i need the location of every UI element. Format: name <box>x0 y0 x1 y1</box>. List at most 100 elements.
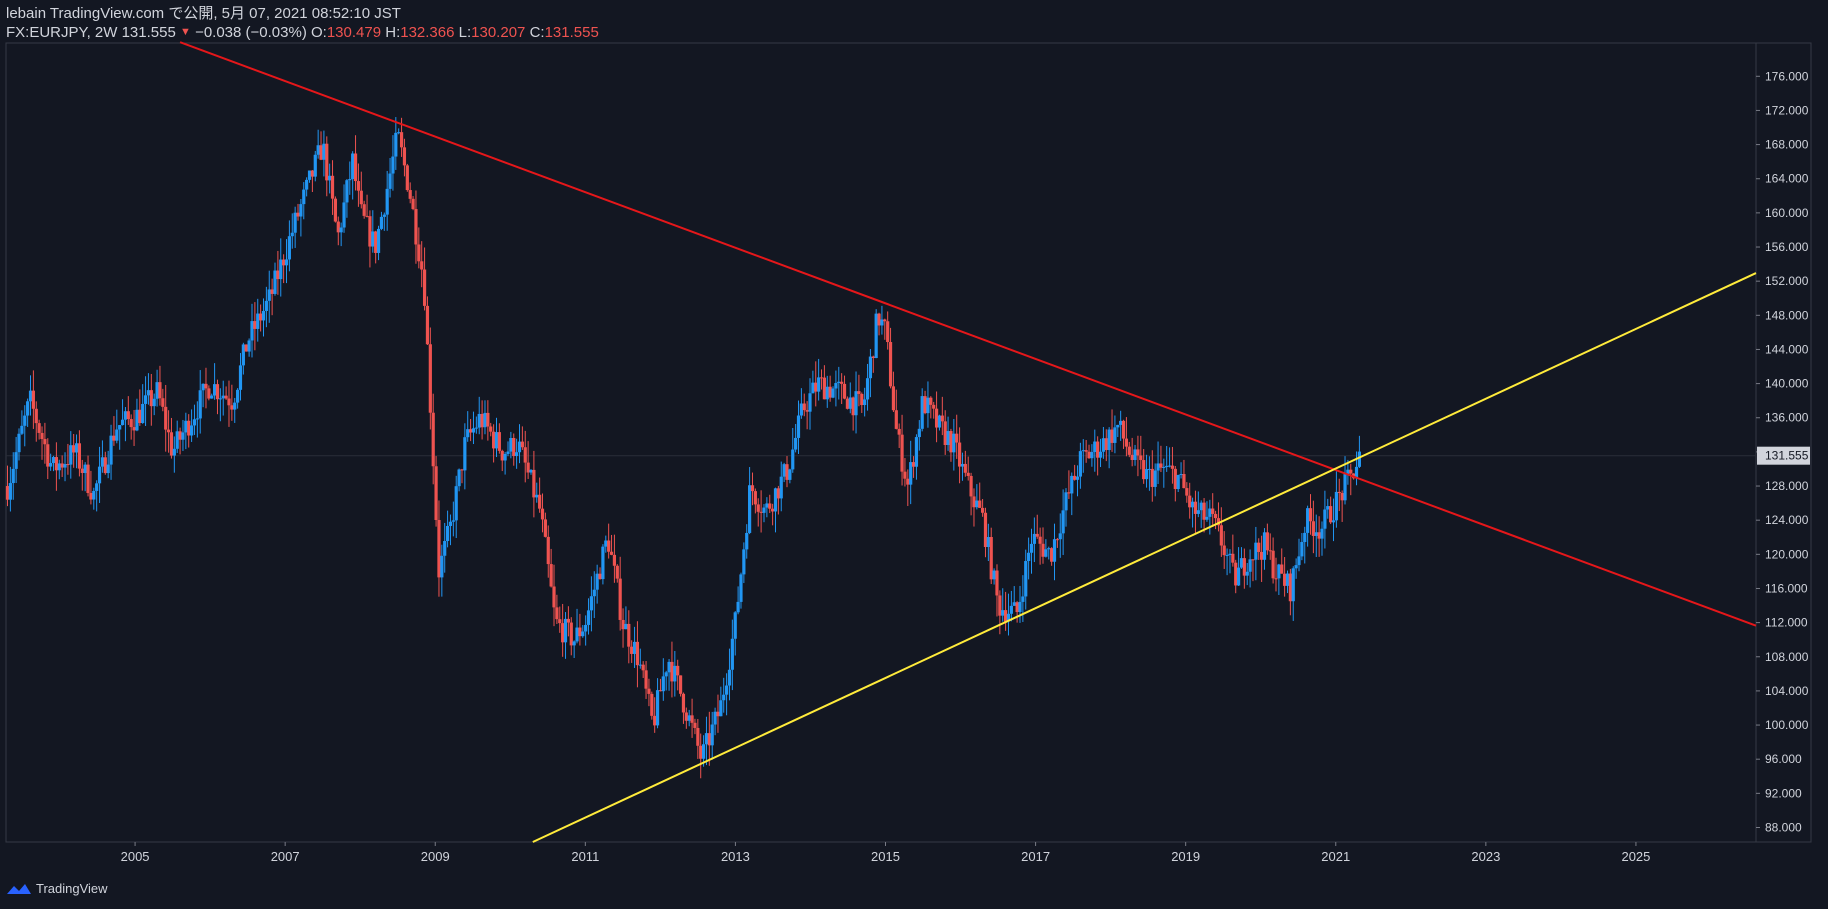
symbol-name[interactable]: FX:EURJPY, 2W <box>6 24 118 41</box>
candle-body <box>934 408 939 428</box>
candle-body <box>607 540 611 552</box>
price-tick-label: 120.000 <box>1765 547 1809 561</box>
candle-body <box>586 610 591 625</box>
price-axis[interactable]: 176.000 172.000 168.000 164.000 160.000 156.0… <box>1756 69 1810 834</box>
candle-body <box>1231 553 1235 563</box>
candle-body <box>871 356 875 359</box>
trendlines[interactable] <box>179 41 1757 843</box>
candle-body <box>1285 573 1290 586</box>
candle-body <box>699 745 703 759</box>
candle-body <box>1004 610 1008 622</box>
candle-body <box>673 665 677 682</box>
time-axis[interactable]: 2005 2007 2009 2011 2013 2015 2017 2019 2021 2023… <box>121 842 1651 864</box>
candle-body <box>115 429 119 441</box>
candle-body <box>842 383 847 399</box>
candle-body <box>955 433 959 443</box>
candle-body <box>1107 429 1111 451</box>
candle-body <box>779 476 783 499</box>
candle-body <box>509 437 513 452</box>
price-tick-label: 144.000 <box>1765 342 1809 356</box>
candle-body <box>443 540 447 556</box>
candle-body <box>1027 552 1031 562</box>
candle-body <box>345 180 349 203</box>
candle-body <box>696 727 700 746</box>
candle-body <box>161 398 165 407</box>
candle-body <box>40 432 44 440</box>
candle-body <box>1326 506 1330 510</box>
candle-body <box>457 469 461 487</box>
candle-body <box>785 464 789 480</box>
candle-body <box>233 402 237 410</box>
candle-body <box>647 688 651 694</box>
candle-body <box>733 612 737 639</box>
candle-body <box>379 216 384 229</box>
candle-body <box>1288 573 1292 602</box>
candle-body <box>1084 450 1088 452</box>
footer-brand[interactable]: TradingView <box>6 881 108 896</box>
candle-body <box>313 154 317 177</box>
price-tick-label: 124.000 <box>1765 513 1809 527</box>
candle-body <box>293 212 297 233</box>
candle-body <box>1216 518 1221 526</box>
candle-body <box>1009 605 1013 614</box>
candle-body <box>276 270 280 280</box>
resistance-trendline[interactable] <box>179 41 1757 627</box>
candle-body <box>653 715 657 726</box>
candle-body <box>575 627 579 642</box>
candle-body <box>106 464 110 474</box>
candle-body <box>1012 602 1016 606</box>
candle-body <box>860 393 864 406</box>
symbol-info-line: FX:EURJPY, 2W 131.555 ▼ −0.038 (−0.03%) … <box>6 23 599 42</box>
candle-body <box>1248 559 1252 572</box>
candle-body <box>808 393 812 412</box>
candle-body <box>158 382 162 399</box>
candle-body <box>1061 510 1065 534</box>
candle-body <box>77 443 82 469</box>
candle-body <box>333 198 338 222</box>
candle-body <box>535 494 539 498</box>
candle-body <box>1311 521 1315 536</box>
open-label: O: <box>310 24 327 41</box>
candle-body <box>166 429 171 433</box>
candle-body <box>1202 502 1206 520</box>
candle-body <box>635 641 640 666</box>
time-tick-label: 2015 <box>871 849 900 864</box>
price-tick-label: 116.000 <box>1765 581 1808 595</box>
candle-body <box>26 401 30 416</box>
candle-body <box>204 383 208 389</box>
candle-body <box>863 399 867 406</box>
candle-body <box>1239 558 1244 568</box>
candle-body <box>463 437 467 471</box>
candle-body <box>210 395 214 399</box>
candle-body <box>1176 474 1180 490</box>
plot-border <box>5 42 1757 843</box>
candle-body <box>1308 508 1313 522</box>
candle-body <box>310 170 314 177</box>
candle-body <box>624 623 628 630</box>
candle-body <box>1254 542 1258 560</box>
time-tick-label: 2009 <box>421 849 450 864</box>
candle-body <box>328 175 332 181</box>
candle-body <box>391 156 395 174</box>
candle-body <box>428 344 432 413</box>
candle-body <box>667 661 671 673</box>
candle-body <box>1300 542 1304 557</box>
candle-body <box>932 404 936 409</box>
candle-body <box>612 554 617 566</box>
candle-body <box>468 429 473 433</box>
candle-body <box>1208 508 1212 517</box>
candle-body <box>1179 474 1183 476</box>
candle-body <box>49 463 53 467</box>
candle-body <box>926 397 930 414</box>
candle-body <box>356 181 361 191</box>
candle-body <box>1024 561 1028 597</box>
price-tick-label: 100.000 <box>1765 718 1809 732</box>
candle-body <box>762 507 766 513</box>
candle-body <box>215 384 220 400</box>
candle-body <box>1087 451 1091 459</box>
support-trendline[interactable] <box>532 272 1757 843</box>
time-tick-label: 2017 <box>1021 849 1050 864</box>
candle-body <box>722 694 726 701</box>
candle-body <box>828 386 832 398</box>
